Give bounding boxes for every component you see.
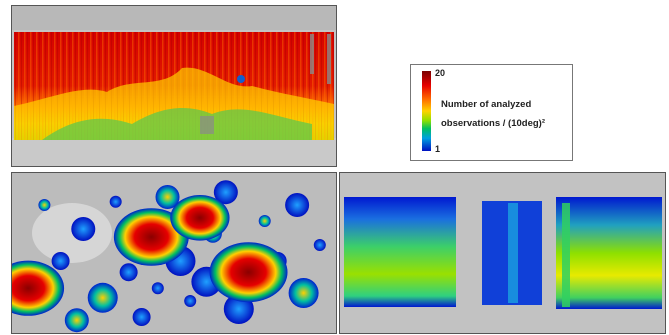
- coverage-map-top-svg: [12, 6, 336, 166]
- legend-title-line-1: Number of analyzed: [441, 99, 532, 110]
- coverage-map-top: [11, 5, 337, 167]
- hotspot: [209, 242, 288, 303]
- observation-blob: [151, 282, 164, 295]
- colorbar-min-label: 1: [435, 144, 441, 154]
- polar-band-south: [12, 138, 336, 166]
- legend-title-line-2: observations / (10deg)²: [441, 118, 545, 129]
- colorbar-max-label: 20: [435, 68, 446, 78]
- coverage-strip-middle: [508, 203, 518, 303]
- polar-band-north: [12, 6, 336, 30]
- gray-streak: [200, 116, 214, 134]
- observation-blob: [132, 308, 151, 326]
- coverage-block-right: [556, 197, 662, 309]
- observation-blob: [288, 278, 319, 308]
- observation-blob: [51, 252, 70, 270]
- coverage-gap: [458, 197, 480, 257]
- observation-blob: [109, 195, 122, 208]
- observation-blob: [71, 217, 96, 241]
- coverage-map-bottom-right: [339, 172, 666, 334]
- coverage-strip-green: [562, 203, 570, 307]
- blue-spot: [237, 75, 245, 83]
- observation-blob: [38, 199, 51, 211]
- observation-blob: [313, 239, 326, 251]
- green-region: [42, 108, 312, 140]
- colorbar: [422, 71, 431, 151]
- hotspot: [170, 195, 230, 241]
- gray-streak: [327, 34, 331, 84]
- gray-streak: [310, 34, 314, 74]
- observation-blob: [87, 282, 118, 313]
- hotspot: [12, 260, 65, 316]
- observation-blob: [213, 180, 238, 205]
- coverage-map-bottom-left-svg: [12, 173, 336, 333]
- observation-blob: [64, 308, 89, 333]
- observation-blob: [184, 295, 197, 307]
- observation-blobs: [12, 180, 326, 333]
- hotspot: [113, 208, 189, 266]
- observation-blob: [119, 263, 138, 282]
- observation-blob: [258, 215, 271, 227]
- color-legend: 20 1 Number of analyzed observations / (…: [410, 64, 573, 161]
- coverage-map-bottom-right-svg: [340, 173, 665, 333]
- coverage-block-left: [344, 197, 456, 307]
- coverage-map-bottom-left: [11, 172, 337, 334]
- observation-blob: [155, 185, 180, 209]
- legend-title: Number of analyzed observations / (10deg…: [441, 95, 566, 133]
- observation-blob: [285, 193, 310, 217]
